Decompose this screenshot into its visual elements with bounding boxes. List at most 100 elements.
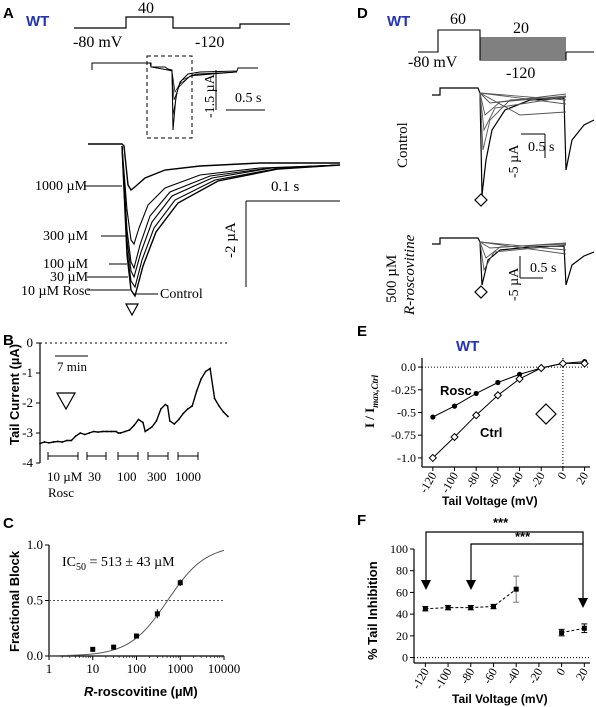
tail-current-point-b <box>70 439 73 442</box>
axes-b: 0 -1 -2 -3 -4 <box>22 335 228 470</box>
data-b <box>39 367 229 445</box>
trace-label-100: 100 µM <box>43 257 89 272</box>
tail-current-point-b <box>213 397 216 400</box>
scale-current-main-a: -2 µA <box>223 222 239 258</box>
point-ctrl <box>515 374 524 384</box>
zoomed-traces-a <box>88 143 341 298</box>
data-point-f <box>581 625 587 631</box>
tail-current-point-b <box>168 420 171 422</box>
data-point-f <box>422 606 428 612</box>
panel-letter-f: F <box>357 512 366 529</box>
tail-marker-diamond-d2 <box>474 285 488 299</box>
x-tick-label-e: 20 <box>573 470 591 487</box>
x-tick-label-c: 1000 <box>167 661 193 676</box>
tail-current-point-b <box>159 408 162 410</box>
data-point-f <box>445 605 451 611</box>
ic50-annotation-c: IC50 = 513 ± 43 µM <box>62 555 175 573</box>
tail-marker-diamond-e <box>535 403 557 425</box>
tail-marker-diamond-d1 <box>474 193 488 207</box>
point-rosc <box>430 414 436 420</box>
rosc-traces-d <box>432 237 595 286</box>
y-tick-label-b: 0 <box>27 335 34 350</box>
tail-current-point-b <box>43 441 46 443</box>
tail-current-point-b <box>88 432 91 434</box>
tail-current-point-b <box>97 431 100 433</box>
significance-arrowheads-f <box>421 580 588 608</box>
tail-current-point-b <box>200 378 203 380</box>
tail-current-point-b <box>48 442 50 444</box>
y-tick-label-b: -2 <box>22 395 33 410</box>
overview-traces-a <box>91 62 258 131</box>
genotype-label-a: WT <box>26 13 49 30</box>
trace-label-1000: 1000 µM <box>35 179 88 194</box>
tail-current-point-b <box>92 430 95 433</box>
series-label-ctrl: Ctrl <box>480 425 502 440</box>
tail-current-point-b <box>83 433 86 436</box>
scale-current-d-rosc: -5 µA <box>507 267 522 301</box>
tail-marker-triangle-a <box>124 303 140 317</box>
trace-label-leaders-a <box>84 185 158 295</box>
x-tick-label-c: 1 <box>46 661 53 676</box>
panel-d: D WT 60 20 -80 mV -120 0.5 s -5 µA Contr… <box>357 5 595 316</box>
tail-current-point-b <box>195 390 198 392</box>
data-c <box>49 549 225 657</box>
scale-bar-d-control <box>521 133 546 158</box>
voltage-protocol-d <box>418 29 594 61</box>
y-tick-label-b: -4 <box>22 455 33 470</box>
tail-current-point-b <box>52 441 55 443</box>
tail-current-point-b <box>191 405 194 407</box>
point-rosc <box>495 379 501 386</box>
y-tick-label-f: 100 <box>390 542 408 556</box>
y-tick-label-e: -0.5 <box>397 406 416 420</box>
tail-current-point-b <box>144 430 147 433</box>
ic50-prefix: IC <box>62 555 76 570</box>
data-f <box>422 575 588 637</box>
tail-current-point-b <box>173 423 176 425</box>
series-line-ctrl <box>432 362 585 459</box>
point-ctrl <box>428 453 438 463</box>
dose-label-100: 100 <box>117 469 137 484</box>
point-rosc <box>473 390 479 397</box>
protocol-hold-a: -80 mV <box>73 34 123 51</box>
voltage-protocol-a <box>74 16 290 29</box>
point-rosc <box>516 371 523 377</box>
y-tick-label-f: 0 <box>402 651 408 665</box>
panel-f: F % Tail Inhibition *** *** 0 20 40 60 80 100… <box>357 512 591 706</box>
protocol-hold-d: -80 mV <box>408 54 458 71</box>
tail-current-point-b <box>137 418 140 421</box>
y-tick-label-f: 60 <box>396 585 408 599</box>
x-tick-label-c: 100 <box>127 661 147 676</box>
y-tick-label-b: -1 <box>22 365 33 380</box>
scale-time-d-rosc: 0.5 s <box>530 261 556 276</box>
data-point-f <box>513 586 519 592</box>
x-tick-label-f: 0 <box>553 666 568 678</box>
x-tick-label-f: -120 <box>409 666 432 692</box>
y-tick-label-b: -3 <box>22 425 33 440</box>
x-tick-label-f: -40 <box>503 666 523 687</box>
dose-bars-b <box>47 452 199 460</box>
panel-a: A WT 40 -80 mV -120 -1.5 µA 0.5 s 0.1 s … <box>3 0 341 317</box>
y-tick-label-f: 20 <box>396 629 408 643</box>
tail-current-point-b <box>155 420 158 422</box>
tail-marker-triangle-b <box>55 392 77 411</box>
y-tick-label-c: 1.0 <box>27 537 43 552</box>
tail-current-point-b <box>146 429 149 431</box>
condition-500um-d: 500 µM <box>384 255 400 303</box>
trace-label-10-rosc: 10 µM Rosc <box>21 284 91 299</box>
tail-current-point-b <box>65 439 68 442</box>
y-tick-label-c: 0.0 <box>27 648 43 663</box>
y-axis-title-f: % Tail Inhibition <box>365 561 380 660</box>
point-ctrl <box>537 363 546 373</box>
panel-letter-a: A <box>3 5 14 22</box>
y-tick-label-e: -0.25 <box>391 383 416 397</box>
tail-current-point-b <box>79 432 82 434</box>
x-tick-label-e: -100 <box>438 470 461 496</box>
y-tick-label-e: 0.0 <box>401 360 416 374</box>
trace-label-300: 300 µM <box>43 229 89 244</box>
data-point-f <box>468 605 474 611</box>
point-ctrl <box>580 359 589 368</box>
scale-current-top-a: -1.5 µA <box>203 73 218 118</box>
protocol-tail-end-d: -120 <box>506 65 535 82</box>
x-tick-label-e: -120 <box>416 470 439 496</box>
